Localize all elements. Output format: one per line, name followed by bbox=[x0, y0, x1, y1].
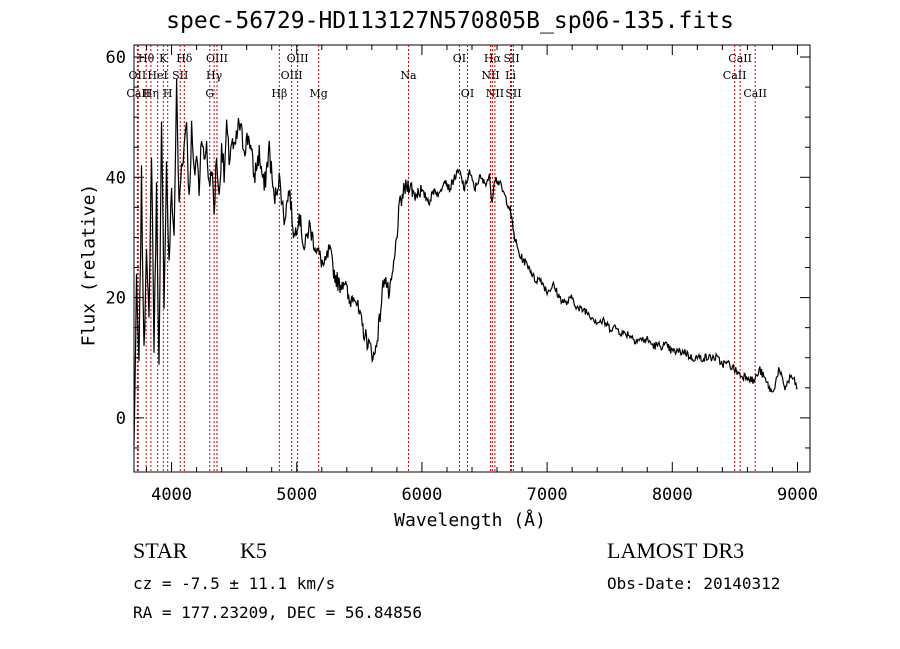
line-label: NII bbox=[486, 87, 504, 100]
axis-ticks: 4000 5000 6000 7000 8000 9000 0 20 40 60 bbox=[106, 45, 818, 505]
spectrum-line bbox=[133, 78, 798, 446]
line-label: Hα bbox=[484, 52, 502, 65]
line-label: K bbox=[159, 52, 168, 65]
x-tick-label: 4000 bbox=[151, 485, 192, 505]
line-label: Hβ bbox=[271, 87, 287, 100]
x-tick-label: 8000 bbox=[652, 485, 693, 505]
line-label: H bbox=[163, 87, 173, 100]
chart-title: spec-56729-HD113127N570805B_sp06-135.fit… bbox=[166, 8, 734, 34]
y-tick-label: 60 bbox=[106, 48, 126, 68]
y-tick-label: 0 bbox=[116, 409, 126, 429]
line-label: Hη bbox=[143, 87, 159, 100]
line-label: OII bbox=[129, 69, 147, 82]
line-label: Hθ bbox=[138, 52, 155, 65]
line-label: G bbox=[205, 87, 214, 100]
line-label: Mg bbox=[309, 87, 327, 100]
line-label: CaII bbox=[743, 87, 767, 100]
coordinates-readout: RA = 177.23209, DEC = 56.84856 bbox=[133, 603, 422, 622]
object-subclass: K5 bbox=[240, 538, 267, 563]
line-label: OIII bbox=[206, 52, 228, 65]
line-label: OIII bbox=[281, 69, 303, 82]
line-label: HeI bbox=[147, 69, 167, 82]
y-tick-label: 20 bbox=[106, 289, 126, 309]
survey-name: LAMOST DR3 bbox=[607, 538, 745, 563]
line-label: OIII bbox=[287, 52, 309, 65]
y-tick-label: 40 bbox=[106, 168, 126, 188]
x-tick-label: 6000 bbox=[401, 485, 442, 505]
line-label: Hδ bbox=[176, 52, 193, 65]
y-axis-label: Flux (relative) bbox=[78, 183, 100, 347]
x-axis-label: Wavelength (Å) bbox=[394, 510, 546, 531]
line-label: Li bbox=[505, 69, 516, 82]
line-label: OI bbox=[461, 87, 474, 100]
object-class: STAR bbox=[133, 538, 188, 563]
redshift-readout: cz = -7.5 ± 11.1 km/s bbox=[133, 574, 336, 593]
line-label: CaII bbox=[723, 69, 747, 82]
line-label: NII bbox=[481, 69, 499, 82]
line-label: SII bbox=[172, 69, 188, 82]
line-label: Hγ bbox=[206, 69, 223, 82]
line-label: Na bbox=[400, 69, 417, 82]
line-label: SII bbox=[503, 52, 519, 65]
x-tick-label: 7000 bbox=[527, 485, 568, 505]
line-label: CaII bbox=[728, 52, 752, 65]
plot-frame bbox=[133, 44, 811, 473]
x-tick-label: 9000 bbox=[777, 485, 818, 505]
observation-date: Obs-Date: 20140312 bbox=[607, 574, 781, 593]
line-label: SII bbox=[505, 87, 521, 100]
line-label: OI bbox=[453, 52, 466, 65]
line-label: CaII bbox=[126, 87, 150, 100]
x-tick-label: 5000 bbox=[276, 485, 317, 505]
